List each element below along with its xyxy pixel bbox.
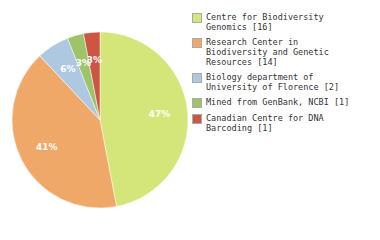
html-text:Biology department of Universi: Biology department of University of Flor… — [206, 72, 340, 92]
svg-text:3%: 3% — [87, 55, 102, 65]
html-text:Centre for Biodiversity Genomi: Centre for Biodiversity Genomics [16] — [206, 12, 324, 32]
html-text:Research Center in Biodiversit: Research Center in Biodiversity and Gene… — [206, 37, 329, 67]
svg-text:41%: 41% — [36, 142, 58, 152]
svg-text:47%: 47% — [149, 109, 171, 119]
html-text:Mined from GenBank, NCBI [1]: Mined from GenBank, NCBI [1] — [206, 97, 350, 107]
svg-text:6%: 6% — [60, 64, 75, 74]
html-text:Canadian Centre for DNA Barcod: Canadian Centre for DNA Barcoding [1] — [206, 113, 324, 133]
svg-text:3%: 3% — [75, 57, 91, 68]
